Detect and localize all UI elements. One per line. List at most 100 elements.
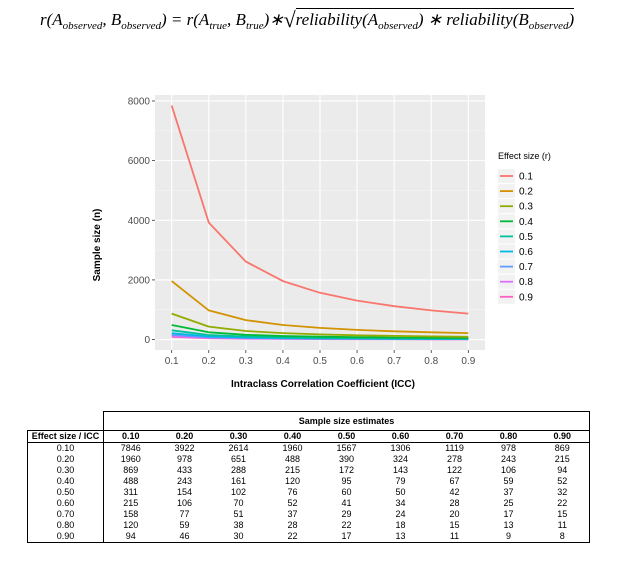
table-cell: 1960: [282, 443, 303, 453]
table-cell: 95: [341, 476, 352, 486]
table-column-header: 0.80: [481, 430, 536, 443]
legend-title: Effect size (r): [498, 151, 551, 161]
x-tick-label: 0.2: [202, 356, 216, 367]
sqrt-body: reliability(Aobserved) ∗ reliability(Bob…: [295, 8, 575, 32]
table-cell: 1960: [120, 454, 141, 464]
table-cell: 243: [500, 454, 517, 464]
table-cell: 50: [395, 487, 406, 497]
table-cell: 1119: [445, 443, 464, 453]
table-cell: 278: [446, 454, 463, 464]
table-cell: 52: [535, 476, 591, 487]
table-cell: 154: [176, 487, 193, 497]
table-cell: 978: [176, 454, 193, 464]
table-cell: 3922: [174, 443, 195, 453]
table-cell: 488: [123, 476, 139, 486]
legend-label: 0.4: [519, 217, 533, 228]
formula-part: ) = r(: [161, 10, 199, 29]
formula-part: A: [367, 10, 379, 29]
table-cell: 215: [284, 465, 301, 475]
table-cell: 158: [123, 509, 139, 519]
table-row-label: 0.40: [27, 476, 104, 487]
table-row: 0.60 215 106 70 52 41 34 28 25 22: [27, 498, 591, 509]
formula-subscript: observed: [121, 20, 161, 32]
table-row-label: 0.90: [27, 531, 104, 543]
formula-subscript: observed: [378, 20, 418, 32]
table-row-label: 0.70: [27, 509, 104, 520]
table-group-title: Sample size estimates: [102, 411, 591, 431]
table-cell: 106: [176, 498, 193, 508]
table-body: 0.10 7846 3922 2614 1960 1567 1306 1119 978 869 0.…: [27, 442, 591, 543]
table-column-header: 0.90: [535, 430, 591, 443]
table-cell: 102: [230, 487, 247, 497]
table-cell: 94: [103, 531, 158, 543]
estimates-table: Sample size estimates Effect size / ICC …: [27, 411, 591, 543]
line-chart: 0 2000 4000 6000 8000 0.1 0.2 0.3 0.4 0.5 0.6 0.7 0.…: [92, 95, 551, 390]
table-column-header: 0.10: [103, 430, 158, 443]
formula-part: ,: [102, 10, 111, 29]
legend-label: 0.2: [519, 187, 533, 198]
table-column-header: 0.50: [319, 430, 374, 443]
table-cell: 28: [287, 520, 298, 530]
table-cell: 28: [449, 498, 460, 508]
table-cell: 17: [319, 531, 374, 543]
legend-label: 0.7: [519, 262, 533, 273]
table-cell: 38: [233, 520, 244, 530]
formula-part: r(: [40, 10, 53, 29]
table-cell: 9: [481, 531, 536, 543]
x-tick-label: 0.1: [165, 356, 179, 367]
y-tick-label: 2000: [128, 275, 151, 286]
table-row-label: 0.50: [27, 487, 104, 498]
formula-subscript: observed: [62, 20, 103, 32]
formula-part: reliability(: [295, 10, 368, 29]
formula-part: B: [110, 10, 122, 29]
y-tick-label: 8000: [128, 96, 151, 107]
table-row: 0.70 158 77 51 37 29 24 20 17 15: [27, 509, 591, 520]
legend-label: 0.3: [519, 202, 533, 213]
formula-part: ∗: [423, 10, 447, 29]
sqrt-symbol: √: [283, 7, 296, 32]
table-row-label: 0.60: [27, 498, 104, 509]
legend: Effect size (r) 0.1 0.2 0.3 0.4 0.5 0.6 0.7 0.8…: [498, 151, 551, 304]
x-tick-label: 0.5: [313, 356, 327, 367]
y-axis-label: Sample size (n): [92, 209, 103, 282]
table-cell: 25: [503, 498, 514, 508]
table-cell: 37: [287, 509, 298, 519]
table-cell: 59: [503, 476, 514, 486]
formula-part: A: [52, 10, 63, 29]
table-cell: 22: [341, 520, 352, 530]
table-column-header: 0.40: [265, 430, 320, 443]
formula-text: r(Aobserved, Bobserved) = r(Atrue, Btrue…: [40, 5, 575, 32]
table-cell: 172: [338, 465, 355, 475]
x-tick-label: 0.7: [387, 356, 401, 367]
table-cell: 46: [157, 531, 212, 543]
table-header-row: Effect size / ICC 0.10 0.20 0.30 0.40 0.50 0.…: [27, 430, 591, 443]
table-cell: 94: [535, 465, 591, 476]
table-row: 0.90 94 46 30 22 17 13 11 9 8: [27, 531, 591, 543]
series-line-0-3: [171, 312, 469, 338]
table-cell: 215: [123, 498, 139, 508]
legend-label: 0.1: [519, 172, 533, 183]
table-row: 0.20 1960 978 651 488 390 324 278 243 215: [27, 454, 591, 465]
table-cell: 52: [287, 498, 298, 508]
axes: 0 2000 4000 6000 8000 0.1 0.2 0.3 0.4 0.5 0.6 0.7 0.…: [128, 96, 476, 367]
table-cell: 11: [535, 520, 591, 531]
x-axis-label: Intraclass Correlation Coefficient (ICC): [231, 379, 415, 390]
table-cell: 15: [535, 509, 591, 520]
table-cell: 7846: [120, 443, 141, 453]
table-cell: 869: [123, 465, 139, 475]
y-tick-label: 4000: [128, 216, 151, 227]
y-tick-label: 6000: [128, 156, 151, 167]
formula-part: ): [417, 10, 424, 29]
formula-part: ): [263, 10, 270, 29]
table-cell: 60: [341, 487, 352, 497]
table-cell: 24: [395, 509, 406, 519]
table-column-header: 0.30: [211, 430, 266, 443]
table-cell: 41: [341, 498, 352, 508]
table-cell: 324: [392, 454, 409, 464]
table-cell: 8: [535, 531, 591, 543]
table-row: 0.10 7846 3922 2614 1960 1567 1306 1119 978 869: [27, 442, 591, 454]
table-group-row: Sample size estimates: [28, 411, 591, 431]
table-cell: 311: [123, 487, 138, 497]
table-cell: 978: [500, 443, 517, 453]
table-cell: 651: [230, 454, 247, 464]
